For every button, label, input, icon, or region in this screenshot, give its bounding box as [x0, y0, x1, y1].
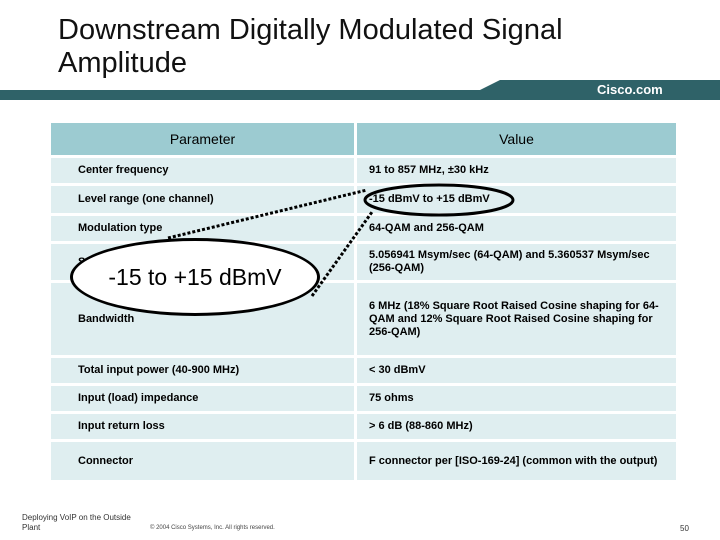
brand-logo-text: Cisco.com	[597, 82, 663, 97]
page-number: 50	[680, 524, 689, 533]
value-cell: -15 dBmV to +15 dBmV	[357, 186, 676, 213]
param-cell: Input return loss	[51, 414, 354, 439]
callout-bubble: -15 to +15 dBmV	[70, 238, 320, 316]
value-cell: > 6 dB (88-860 MHz)	[357, 414, 676, 439]
table-row: Total input power (40-900 MHz) < 30 dBmV	[51, 358, 676, 383]
value-cell: < 30 dBmV	[357, 358, 676, 383]
table-header-row: Parameter Value	[51, 123, 676, 155]
value-cell: 91 to 857 MHz, ±30 kHz	[357, 158, 676, 183]
table-row: Center frequency 91 to 857 MHz, ±30 kHz	[51, 158, 676, 183]
table-row: Level range (one channel) -15 dBmV to +1…	[51, 186, 676, 213]
value-cell: 75 ohms	[357, 386, 676, 411]
value-cell: F connector per [ISO-169-24] (common wit…	[357, 442, 676, 480]
brand-bar-left	[0, 90, 485, 100]
param-cell: Total input power (40-900 MHz)	[51, 358, 354, 383]
value-cell: 64-QAM and 256-QAM	[357, 216, 676, 241]
footer-copyright: © 2004 Cisco Systems, Inc. All rights re…	[150, 525, 275, 531]
header-value: Value	[357, 123, 676, 155]
param-cell: Center frequency	[51, 158, 354, 183]
table-row: Connector F connector per [ISO-169-24] (…	[51, 442, 676, 480]
table-row: Input return loss > 6 dB (88-860 MHz)	[51, 414, 676, 439]
param-cell: Level range (one channel)	[51, 186, 354, 213]
footer-presentation-title: Deploying VoIP on the Outside Plant	[22, 513, 131, 532]
value-cell: 6 MHz (18% Square Root Raised Cosine sha…	[357, 283, 676, 355]
brand-bar-notch	[0, 80, 500, 90]
table-row: Input (load) impedance 75 ohms	[51, 386, 676, 411]
table-row: Modulation type 64-QAM and 256-QAM	[51, 216, 676, 241]
header-parameter: Parameter	[51, 123, 354, 155]
slide-title: Downstream Digitally Modulated Signal Am…	[58, 14, 563, 79]
param-cell: Input (load) impedance	[51, 386, 354, 411]
param-cell: Connector	[51, 442, 354, 480]
value-cell: 5.056941 Msym/sec (64-QAM) and 5.360537 …	[357, 244, 676, 280]
